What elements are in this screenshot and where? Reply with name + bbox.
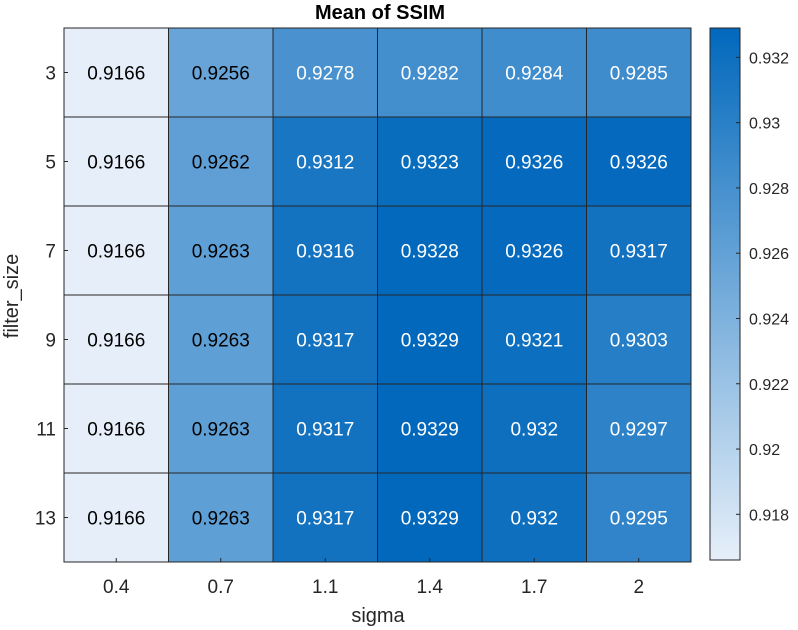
x-tick-label: 0.7 [208, 577, 234, 598]
y-axis-label: filter_size [1, 254, 23, 338]
cell-value-label: 0.9317 [296, 420, 354, 441]
cell-value-label: 0.9329 [401, 509, 459, 530]
cell-value-label: 0.9262 [192, 153, 250, 174]
cell-value-label: 0.9166 [87, 242, 145, 263]
heatmap-cell [63, 205, 169, 296]
heatmap-cell [272, 27, 378, 118]
cell-value-label: 0.9263 [192, 509, 250, 530]
heatmap-cell [586, 116, 692, 207]
heatmap-cell [377, 116, 483, 207]
heatmap-cell [377, 383, 483, 474]
cell-value-label: 0.9278 [296, 64, 354, 85]
cell-value-label: 0.9285 [610, 64, 668, 85]
cell-value-label: 0.9329 [401, 331, 459, 352]
y-tick-label: 3 [45, 64, 56, 85]
colorbar-ticks: 0.918 0.92 0.922 0.924 0.926 0.928 0.93 0.932 [736, 50, 789, 524]
cell-value-label: 0.9312 [296, 153, 354, 174]
cell-value-label: 0.932 [510, 420, 558, 441]
colorbar-tick-label: 0.92 [749, 442, 780, 459]
cell-value-label: 0.9329 [401, 420, 459, 441]
heatmap-cell [168, 27, 274, 118]
heatmap-cell [63, 27, 169, 118]
colorbar [709, 27, 741, 561]
cell-value-label: 0.9263 [192, 242, 250, 263]
colorbar-tick-label: 0.922 [749, 377, 789, 394]
heatmap-cells [63, 27, 692, 563]
x-tick-label: 1.7 [521, 577, 547, 598]
cell-value-label: 0.9263 [192, 420, 250, 441]
colorbar-tick-label: 0.918 [749, 507, 789, 524]
heatmap-cell [168, 116, 274, 207]
cell-value-label: 0.9256 [192, 64, 250, 85]
heatmap-cell [586, 383, 692, 474]
y-tick-label: 11 [36, 420, 56, 441]
heatmap-cell [168, 205, 274, 296]
chart-title: Mean of SSIM [315, 2, 445, 24]
heatmap-cell [272, 294, 378, 385]
heatmap-cell [481, 472, 587, 563]
y-tick-label: 13 [35, 509, 56, 530]
cell-value-label: 0.932 [510, 509, 558, 530]
x-tick-label: 0.4 [103, 577, 130, 598]
y-tick-label: 7 [45, 242, 56, 263]
cell-value-label: 0.9284 [505, 64, 564, 85]
cell-value-label: 0.9328 [401, 242, 459, 263]
heatmap-cell [377, 27, 483, 118]
cell-value-label: 0.9282 [401, 64, 459, 85]
x-axis-label: sigma [351, 605, 405, 627]
heatmap-cell [481, 294, 587, 385]
cell-value-label: 0.9166 [87, 509, 145, 530]
cell-value-label: 0.9263 [192, 331, 250, 352]
heatmap-cell [481, 383, 587, 474]
heatmap-cell [63, 472, 169, 563]
heatmap-cell [481, 205, 587, 296]
y-tick-label: 5 [45, 153, 56, 174]
colorbar-tick-label: 0.928 [749, 181, 789, 198]
cell-value-label: 0.9166 [87, 153, 145, 174]
heatmap-cell [272, 205, 378, 296]
y-tick-label: 9 [45, 331, 56, 352]
cell-value-label: 0.9317 [610, 242, 668, 263]
cell-value-label: 0.9326 [505, 153, 563, 174]
cell-value-label: 0.9326 [610, 153, 668, 174]
heatmap-cell [272, 383, 378, 474]
cell-value-label: 0.9166 [87, 64, 145, 85]
x-axis-ticks: 0.4 0.7 1.1 1.4 1.7 2 [103, 558, 644, 598]
cell-value-label: 0.9297 [610, 420, 668, 441]
cell-value-label: 0.9317 [296, 509, 354, 530]
x-tick-label: 2 [633, 577, 644, 598]
heatmap-cell [377, 294, 483, 385]
cell-value-label: 0.9321 [505, 331, 563, 352]
heatmap-cell [63, 294, 169, 385]
heatmap-cell [586, 205, 692, 296]
x-tick-label: 1.1 [312, 577, 338, 598]
heatmap-cell [481, 27, 587, 118]
cell-value-label: 0.9166 [87, 420, 145, 441]
heatmap-cell [63, 383, 169, 474]
heatmap-cell [168, 294, 274, 385]
cell-value-label: 0.9295 [610, 509, 668, 530]
colorbar-tick-label: 0.932 [749, 50, 789, 67]
heatmap-cell [586, 27, 692, 118]
heatmap-value-labels: 0.9166 0.9256 0.9278 0.9282 0.9284 0.9285 0.91… [87, 64, 668, 530]
heatmap-cell [586, 472, 692, 563]
cell-value-label: 0.9166 [87, 331, 145, 352]
y-axis-ticks: 3 5 7 9 11 13 [35, 64, 68, 530]
cell-value-label: 0.9316 [296, 242, 354, 263]
cell-value-label: 0.9303 [610, 331, 668, 352]
heatmap-cell [377, 205, 483, 296]
cell-value-label: 0.9323 [401, 153, 459, 174]
heatmap-cell [586, 294, 692, 385]
colorbar-tick-label: 0.924 [749, 311, 789, 328]
colorbar-tick-label: 0.93 [749, 116, 780, 133]
x-tick-label: 1.4 [417, 577, 444, 598]
cell-value-label: 0.9326 [505, 242, 563, 263]
cell-value-label: 0.9317 [296, 331, 354, 352]
colorbar-tick-label: 0.926 [749, 246, 789, 263]
